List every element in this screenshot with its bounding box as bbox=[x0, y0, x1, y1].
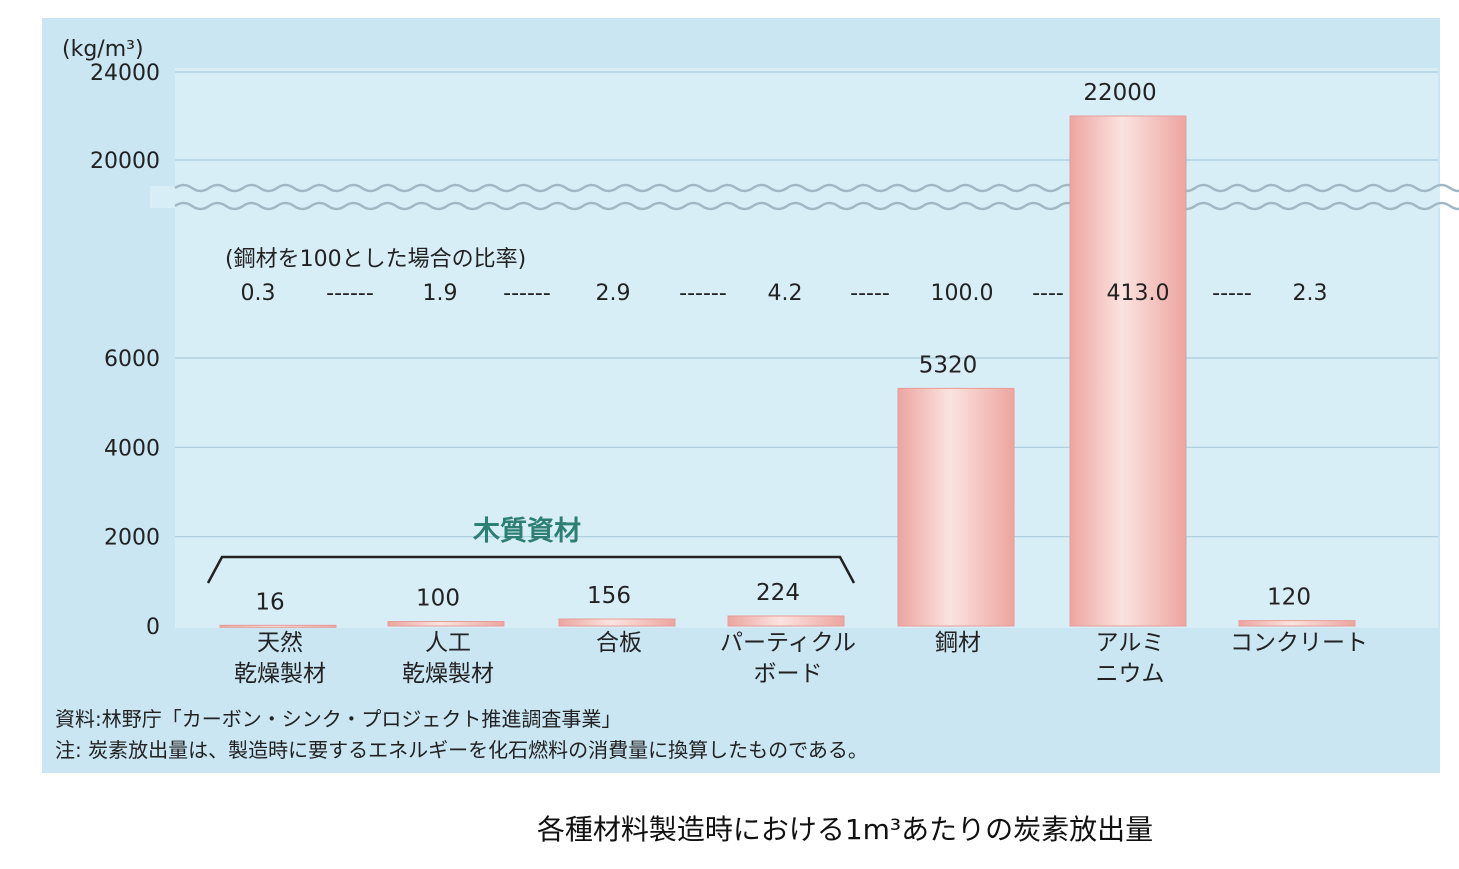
source-note: 資料:林野庁「カーボン・シンク・プロジェクト推進調査事業」 bbox=[55, 707, 621, 731]
ratio-value: 0.3 bbox=[241, 281, 276, 306]
value-label: 224 bbox=[756, 580, 800, 606]
value-label: 5320 bbox=[919, 352, 978, 378]
category-label: 鋼材 bbox=[935, 630, 981, 656]
value-label: 100 bbox=[416, 586, 460, 612]
bar bbox=[727, 615, 845, 627]
category-label-line2: 乾燥製材 bbox=[402, 661, 494, 687]
ratio-value: 2.3 bbox=[1293, 281, 1328, 306]
value-label: 16 bbox=[255, 589, 284, 615]
ratio-value: 4.2 bbox=[768, 281, 803, 306]
ratio-connector: ------ bbox=[326, 281, 374, 306]
category-label: コンクリート bbox=[1230, 630, 1368, 656]
y-tick-label: 20000 bbox=[90, 149, 160, 174]
category-label: アルミ bbox=[1096, 630, 1165, 656]
value-label: 22000 bbox=[1083, 80, 1156, 106]
bar bbox=[387, 621, 505, 627]
ratio-value: 100.0 bbox=[931, 281, 994, 306]
ratio-title: (鋼材を100とした場合の比率) bbox=[225, 247, 526, 272]
grid-lines bbox=[175, 71, 1438, 538]
y-tick-label: 4000 bbox=[104, 436, 160, 461]
bar bbox=[897, 387, 1015, 627]
figure-caption: 各種材料製造時における1m³あたりの炭素放出量 bbox=[537, 813, 1153, 846]
y-axis-ticks: 0 2000 4000 6000 20000 24000 bbox=[90, 61, 160, 640]
category-label-line2: ニウム bbox=[1096, 661, 1165, 687]
ratio-value: 1.9 bbox=[423, 281, 458, 306]
category-label-line2: ボード bbox=[754, 661, 823, 687]
ratio-value: 2.9 bbox=[596, 281, 631, 306]
break-line-bottom bbox=[174, 201, 1459, 211]
ratio-row: 0.3 1.9 2.9 4.2 100.0 413.0 2.3------ ------ ---… bbox=[241, 281, 1328, 306]
y-tick-label: 0 bbox=[146, 615, 160, 640]
value-label: 120 bbox=[1267, 585, 1311, 611]
ratio-connector: ----- bbox=[1212, 281, 1252, 306]
y-tick-label: 2000 bbox=[104, 526, 160, 551]
axis-break bbox=[150, 183, 1459, 211]
value-label: 156 bbox=[587, 583, 631, 609]
group-label-wood: 木質資材 bbox=[472, 516, 581, 547]
bar bbox=[558, 618, 676, 627]
bars bbox=[219, 115, 1356, 628]
footnote: 注: 炭素放出量は、製造時に要するエネルギーを化石燃料の消費量に換算したものであ… bbox=[55, 738, 868, 762]
category-label: 人工 bbox=[425, 630, 471, 656]
ratio-value: 413.0 bbox=[1107, 281, 1170, 306]
value-labels: 16 100 156 224 5320 22000 120 bbox=[255, 80, 1311, 615]
plot-area bbox=[175, 68, 1438, 628]
unit-label: (kg/m³) bbox=[62, 37, 144, 62]
y-tick-label: 6000 bbox=[104, 347, 160, 372]
break-line-top bbox=[174, 183, 1459, 193]
bar bbox=[219, 624, 337, 628]
group-bracket bbox=[206, 555, 856, 584]
ratio-connector: ----- bbox=[850, 281, 890, 306]
ratio-connector: ---- bbox=[1032, 281, 1064, 306]
bar bbox=[1069, 115, 1187, 627]
category-label-line2: 乾燥製材 bbox=[234, 661, 326, 687]
category-label: パーティクル bbox=[720, 630, 856, 656]
bar bbox=[1238, 620, 1356, 627]
ratio-connector: ------ bbox=[503, 281, 551, 306]
category-label: 合板 bbox=[596, 630, 642, 656]
category-label: 天然 bbox=[257, 630, 303, 656]
y-tick-label: 24000 bbox=[90, 61, 160, 86]
ratio-connector: ------ bbox=[679, 281, 727, 306]
